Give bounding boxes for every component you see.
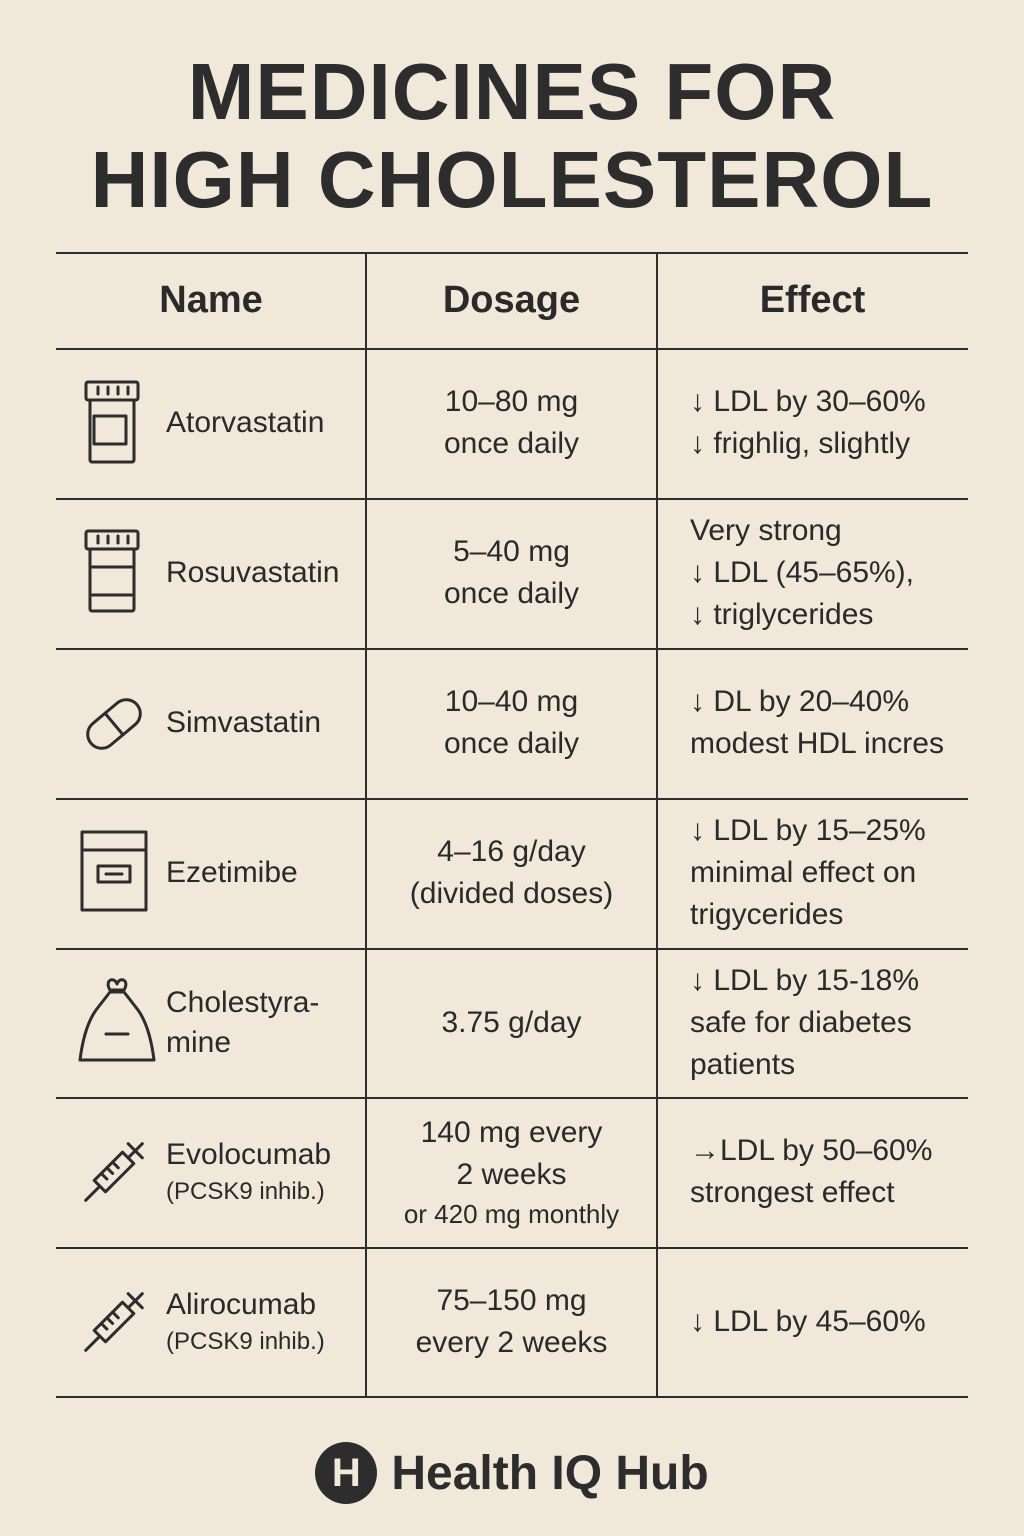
footer: H Health IQ Hub	[0, 1442, 1024, 1504]
name-cell: Ezetimibe	[166, 798, 371, 948]
jar-icon	[84, 529, 140, 613]
effect-cell: Very strong ↓ LDL (45–65%), ↓ triglyceride…	[690, 498, 990, 648]
dosage-cell: 5–40 mg once daily	[368, 498, 655, 648]
jar-icon	[84, 380, 140, 464]
pill-icon	[86, 698, 142, 750]
name-cell: Rosuvastatin	[166, 498, 371, 648]
effect-line: ↓ LDL by 15-18%	[690, 964, 920, 997]
effect-line: modest HDL incres	[690, 727, 944, 760]
dosage-line: once daily	[443, 427, 580, 460]
dosage-line: once daily	[443, 727, 580, 760]
name-cell: Cholestyra-mine	[166, 948, 371, 1098]
row-divider	[56, 648, 968, 650]
effect-line: trigycerides	[690, 898, 844, 931]
effect-line: ↓ frighlig, slightly	[690, 427, 911, 460]
column-divider	[365, 252, 367, 1397]
name-cell: Simvastatin	[166, 648, 371, 798]
medicine-name: mine	[166, 1026, 232, 1059]
dosage-cell: 10–40 mg once daily	[368, 648, 655, 798]
bag-icon	[78, 978, 156, 1062]
dosage-line: once daily	[443, 577, 580, 610]
row-divider	[56, 252, 968, 254]
dosage-line: 140 mg every	[420, 1116, 603, 1149]
column-header: Name	[159, 278, 263, 321]
medicine-name: Alirocumab	[166, 1288, 317, 1321]
effect-line: ↓ DL by 20–40%	[690, 685, 910, 718]
name-cell: Atorvastatin	[166, 348, 371, 498]
medicine-name: Atorvastatin	[166, 406, 325, 439]
dosage-line: 4–16 g/day	[437, 835, 586, 868]
effect-line: patients	[690, 1048, 796, 1081]
column-header: Dosage	[442, 278, 581, 321]
dosage-line: 10–80 mg	[444, 385, 579, 418]
effect-line: Very strong	[690, 514, 842, 547]
dosage-line: or 420 mg monthly	[403, 1199, 620, 1229]
row-divider	[56, 348, 968, 350]
medicine-name: Rosuvastatin	[166, 556, 340, 589]
medicine-name: Cholestyra-	[166, 986, 320, 1019]
medicine-name: Simvastatin	[166, 706, 322, 739]
dosage-cell: 3.75 g/day	[368, 948, 655, 1098]
effect-line: →LDL by 50–60%	[690, 1134, 933, 1167]
effect-line: ↓ LDL by 30–60%	[690, 385, 926, 418]
logo: H	[315, 1442, 378, 1504]
brand-name: Health IQ Hub	[391, 1446, 709, 1500]
effect-line: safe for diabetes	[690, 1006, 912, 1039]
dosage-cell: 75–150 mg every 2 weeks	[368, 1247, 655, 1397]
medicine-name: Ezetimibe	[166, 856, 298, 889]
effect-cell: ↓ LDL by 45–60%	[690, 1247, 990, 1397]
dosage-line: 10–40 mg	[444, 685, 579, 718]
effect-line: ↓ LDL (45–65%),	[690, 556, 915, 589]
dosage-cell: 4–16 g/day (divided doses)	[368, 798, 655, 948]
column-header: Effect	[759, 278, 866, 321]
dosage-line: (divided doses)	[409, 877, 614, 910]
column-divider	[656, 252, 658, 1397]
effect-line: ↓ triglycerides	[690, 598, 874, 631]
dosage-line: 75–150 mg	[436, 1284, 587, 1317]
row-divider	[56, 1097, 968, 1099]
effect-line: minimal effect on	[690, 856, 917, 889]
effect-cell: →LDL by 50–60% strongest effect	[690, 1097, 990, 1247]
effect-cell: ↓ LDL by 15–25% minimal effect on trigycer…	[690, 798, 990, 948]
dosage-cell: 140 mg every 2 weeks or 420 mg monthly	[368, 1097, 655, 1247]
name-cell: Evolocumab (PCSK9 inhib.)	[166, 1097, 371, 1247]
row-divider	[56, 948, 968, 950]
name-cell: Alirocumab (PCSK9 inhib.)	[166, 1247, 371, 1397]
row-divider	[56, 798, 968, 800]
syringe-icon	[84, 1142, 144, 1202]
title-line: MEDICINES FOR	[187, 47, 837, 136]
box-icon	[80, 830, 148, 912]
effect-cell: ↓ LDL by 30–60% ↓ frighlig, slightly	[690, 348, 990, 498]
effect-line: ↓ LDL by 45–60%	[690, 1305, 926, 1338]
effect-cell: ↓ DL by 20–40% modest HDL incres	[690, 648, 990, 798]
row-divider	[56, 1247, 968, 1249]
effect-line: ↓ LDL by 15–25%	[690, 814, 926, 847]
effect-line: strongest effect	[690, 1176, 895, 1209]
row-divider	[56, 1396, 968, 1398]
drug-class: (PCSK9 inhib.)	[166, 1178, 325, 1205]
dosage-cell: 10–80 mg once daily	[368, 348, 655, 498]
row-divider	[56, 498, 968, 500]
dosage-line: 2 weeks	[456, 1158, 567, 1191]
dosage-line: 5–40 mg	[453, 535, 570, 568]
syringe-icon	[84, 1292, 144, 1352]
medicine-name: Evolocumab	[166, 1138, 332, 1171]
dosage-line: every 2 weeks	[415, 1326, 608, 1359]
dosage-line: 3.75 g/day	[441, 1006, 582, 1039]
title-line: HIGH CHOLESTEROL	[90, 135, 934, 224]
effect-cell: ↓ LDL by 15-18% safe for diabetes patients	[690, 948, 990, 1098]
drug-class: (PCSK9 inhib.)	[166, 1328, 325, 1355]
